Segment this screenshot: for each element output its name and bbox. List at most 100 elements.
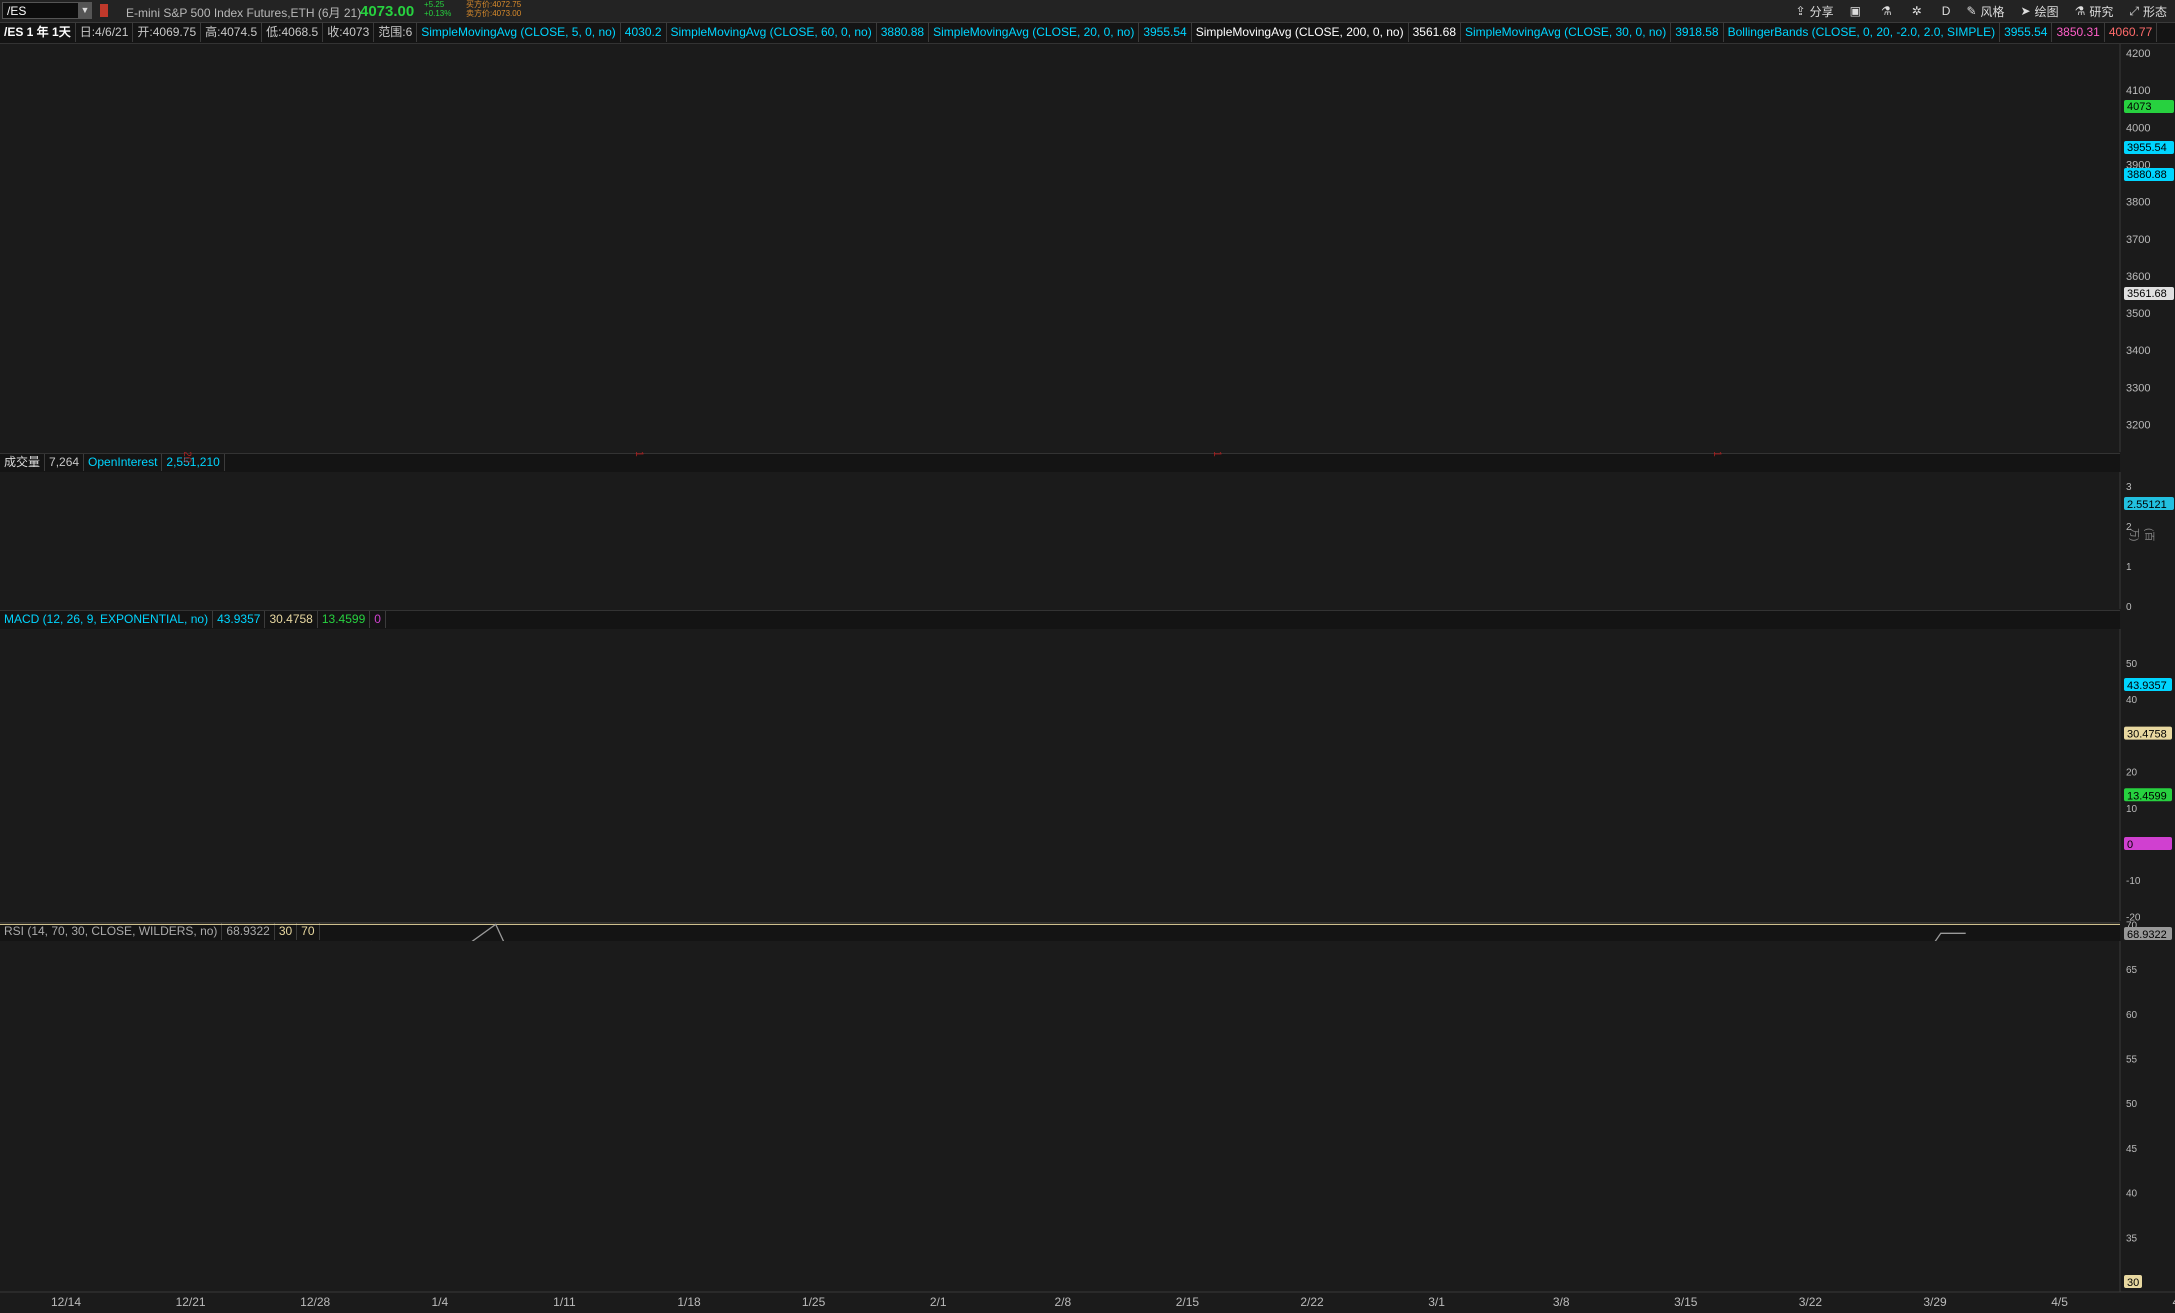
rsi-tick-label: 45 [2126,1144,2138,1155]
macd-tick-label: -20 [2126,912,2141,923]
rsi-tick-label: 35 [2126,1233,2138,1244]
studies-button[interactable]: ⚗ 研究 [2067,0,2122,22]
rsi-panel[interactable] [0,923,2120,1283]
macd-histogram-bar [1024,811,1037,844]
macd-histogram-bar [1615,811,1628,844]
volume-bar [139,542,152,606]
x-axis-label: 3/8 [1553,1295,1570,1309]
macd-histogram-bar [139,844,152,855]
macd-tick-label: 40 [2126,695,2138,706]
style-button[interactable]: ✎ 风格 [1958,0,2012,22]
candle-body [580,184,596,203]
flag-icon[interactable] [100,4,108,17]
candle-body [777,180,793,199]
study-bb-name[interactable]: BollingerBands (CLOSE, 0, 20, -2.0, 2.0,… [1724,23,2001,42]
volume-bar [1467,486,1480,606]
macd-label[interactable]: MACD (12, 26, 9, EXPONENTIAL, no) [0,611,214,628]
volume-bar [951,498,964,606]
oi-tag-text: 2.55121 [2127,499,2167,511]
change-pct: +0.13% [424,9,452,18]
macd-histogram-bar [1000,815,1013,844]
macd-histogram-bar [90,844,103,870]
candle-body [1097,150,1113,156]
macd-tag-text: 43.9357 [2127,680,2167,692]
info-icon[interactable]: i [4,48,19,63]
candle-body [359,213,375,232]
volume-bar [508,522,521,606]
macd-histogram-bar [163,844,176,852]
candle-body [1638,141,1654,145]
x-axis-label: 12/14 [51,1295,81,1309]
volume-bar [1197,542,1210,606]
study-sma30-name[interactable]: SimpleMovingAvg (CLOSE, 30, 0, no) [1461,23,1672,42]
rsi-label[interactable]: RSI (14, 70, 30, CLOSE, WILDERS, no) [0,923,223,940]
study-sma60-name[interactable]: SimpleMovingAvg (CLOSE, 60, 0, no) [667,23,877,42]
volume-tick-label: 1 [2126,562,2132,573]
macd-histogram-bar [1590,815,1603,844]
macd-histogram-bar [606,844,619,848]
event-line-label: 3/16/21 [1711,420,1723,457]
volume-bar [926,522,939,606]
volume-bar [1566,478,1579,606]
study-sma5-name[interactable]: SimpleMovingAvg (CLOSE, 5, 0, no) [417,23,621,42]
volume-bar [901,502,914,606]
candle-body [1146,156,1162,162]
macd-histogram-bar [951,833,964,844]
screenshot-button[interactable]: ▣ [1842,0,1873,22]
volume-bar [1738,526,1751,606]
symbol-input[interactable]: /ES [2,2,92,19]
share-icon: ⇪ [1795,4,1806,18]
macd-panel[interactable] [0,636,2120,902]
macd-histogram-bar [1689,829,1702,844]
price-tick-label: 4200 [2126,48,2150,60]
candle-body [1441,186,1457,195]
macd-histogram-bar [1295,844,1308,892]
volume-bar [409,566,422,606]
macd-histogram-bar [1664,822,1677,844]
candle-body [1072,152,1088,158]
macd-avg: 30.4758 [265,611,318,628]
settings-button[interactable]: ✲ [1904,0,1934,22]
candle-body [1835,141,1851,145]
volume-bar [1935,534,1948,606]
candle-body [802,195,817,206]
volume-bar [1221,550,1234,606]
candle-body [703,175,719,180]
volume-bar [852,550,865,606]
period-label[interactable]: /ES 1 年 1天 [0,23,76,42]
candle-body [236,227,252,235]
volume-label[interactable]: 成交量 [0,454,46,471]
timeframe-button[interactable]: D [1934,0,1959,22]
x-axis-label: 2/22 [1300,1295,1324,1309]
flask-button[interactable]: ⚗ [1873,0,1904,22]
candle-body [1171,158,1186,164]
volume-bar [1074,566,1087,606]
chart-info-bar: /ES 1 年 1天 日:4/6/21 开:4069.75 高:4074.5 低:406… [0,23,2175,44]
oi-label[interactable]: OpenInterest [84,454,163,471]
volume-bar [188,554,201,606]
price-tag [2124,287,2174,300]
macd-tag [2124,837,2172,850]
drawing-button[interactable]: ➤ 绘图 [2013,0,2067,22]
macd-histogram-bar [385,844,398,863]
study-sma200-name[interactable]: SimpleMovingAvg (CLOSE, 200, 0, no) [1192,23,1409,42]
volume-panel[interactable] [16,478,1972,606]
volume-bar [606,554,619,606]
chevron-down-icon[interactable]: ▼ [78,3,92,18]
volume-bar [1344,550,1357,606]
patterns-button[interactable]: ⤢ 形态 [2121,0,2175,22]
macd-histogram-bar [1885,833,1898,844]
macd-histogram-bar [1566,822,1579,844]
trend-line [1399,174,1801,188]
macd-tick-label: 20 [2126,768,2138,779]
macd-histogram-bar [1959,795,1972,844]
bar-range: 范围:6 [374,23,418,42]
macd-histogram-bar [1541,829,1554,844]
studies-label: 研究 [2089,4,2114,19]
macd-histogram-bar [655,836,668,844]
share-button[interactable]: ⇪ 分享 [1788,0,1842,22]
candle-body [1195,163,1211,167]
study-sma20-name[interactable]: SimpleMovingAvg (CLOSE, 20, 0, no) [929,23,1140,42]
